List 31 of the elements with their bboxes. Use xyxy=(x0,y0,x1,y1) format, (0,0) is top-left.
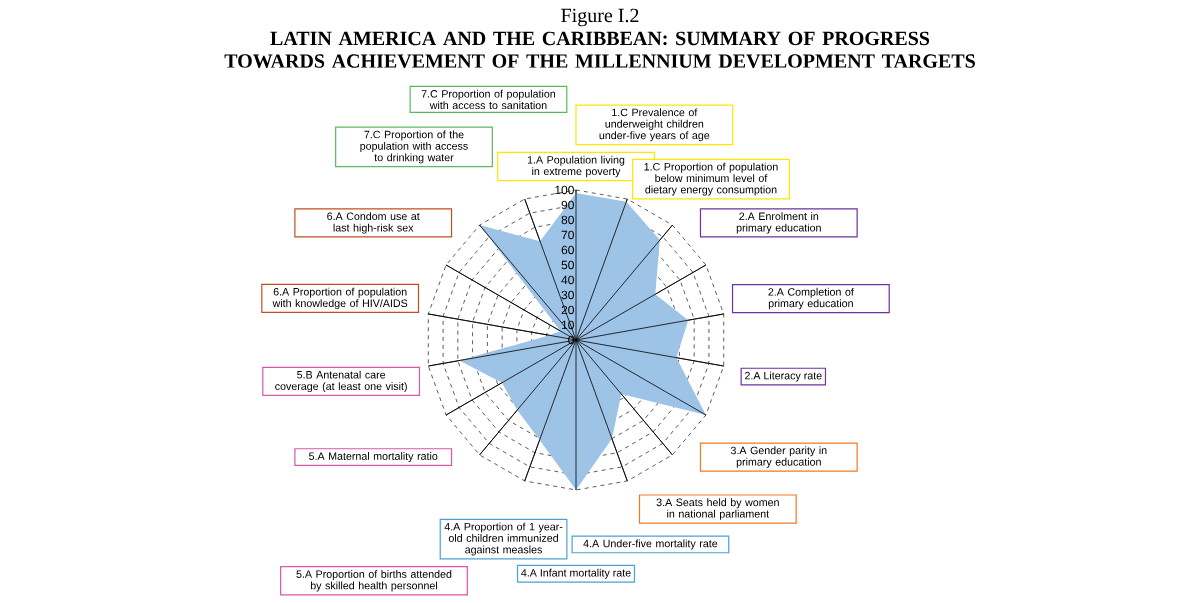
spoke-label: 2.A Enrolment in primary education xyxy=(736,212,821,234)
y-tick-label: 50 xyxy=(561,260,574,270)
spoke-label: 4.A Infant mortality rate xyxy=(521,568,631,579)
spoke-label: 1.A Population living in extreme poverty xyxy=(527,155,625,178)
y-tick-label: 20 xyxy=(561,305,574,315)
spoke-label: 2.A Literacy rate xyxy=(745,371,822,382)
spoke-label: 1.C Prevalence of underweight children under-five years of age xyxy=(599,108,710,142)
spoke-label: 7.C Proportion of the population with access to drinking water xyxy=(360,130,468,164)
chart-title: Figure I.2 xyxy=(561,8,639,27)
spoke-label: 3.A Seats held by women in national parliament xyxy=(656,498,779,520)
spoke-label: 4.A Proportion of 1 year-old children immunized against measles xyxy=(444,522,563,556)
y-tick-label: 10 xyxy=(561,320,574,330)
y-tick-label: 40 xyxy=(561,275,574,285)
spoke-label: 6.A Proportion of population with knowledge of HIV/AIDS xyxy=(272,287,408,310)
y-tick-label: 70 xyxy=(561,230,574,240)
spoke-label: 4.A Under-five mortality rate xyxy=(583,539,718,550)
spoke-label: 2.A Completion of primary education xyxy=(768,287,854,310)
y-tick-label: 60 xyxy=(561,245,574,255)
spoke-label: 3.A Gender parity in primary education xyxy=(730,446,827,468)
spoke-label: 5.A Proportion of births attended by skilled health personnel xyxy=(296,570,452,592)
spoke-label: 7.C Proportion of population with access to sanitation xyxy=(421,89,556,110)
spoke-label: 5.A Maternal mortality ratio xyxy=(309,452,438,463)
y-tick-label: 30 xyxy=(561,290,574,300)
spoke-label: 5.B Antenatal care coverage (at least one visit) xyxy=(275,370,407,393)
spoke-label: 1.C Proportion of population below minimum level of dietary energy consumption xyxy=(644,162,778,196)
spoke-label: 6.A Condom use at last high-risk sex xyxy=(327,212,420,234)
y-tick-label: 80 xyxy=(561,215,574,225)
y-tick-label: 100 xyxy=(555,185,574,195)
y-tick-label: 90 xyxy=(561,200,574,210)
chart-subtitle: LATIN AMERICA AND THE CARIBBEAN: SUMMARY OF PROGRESS TOWARDS ACHIEVEMENT OF THE MILLENNIUM DEVELOPMENT TARGETS xyxy=(224,31,975,68)
y-tick-label: 0 xyxy=(568,335,574,345)
